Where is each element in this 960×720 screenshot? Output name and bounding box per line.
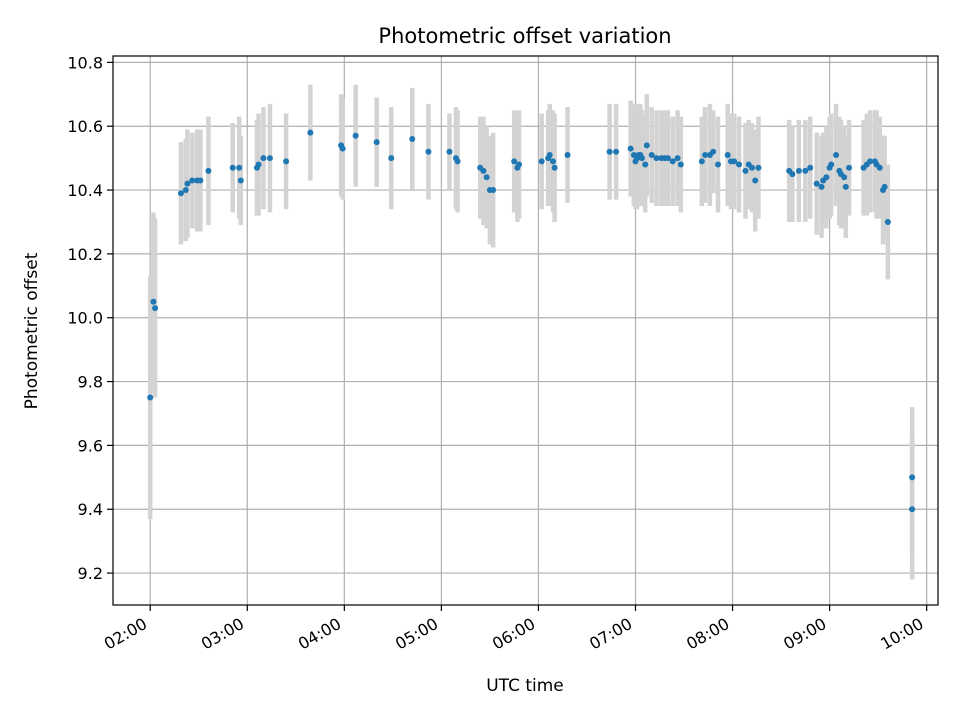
data-point xyxy=(446,148,453,155)
data-point xyxy=(802,167,809,174)
data-point xyxy=(664,155,671,162)
data-point xyxy=(846,164,853,171)
data-point xyxy=(425,148,432,155)
data-point xyxy=(490,187,497,194)
data-point xyxy=(653,155,660,162)
data-point xyxy=(876,164,883,171)
data-point xyxy=(731,158,738,165)
data-points xyxy=(147,129,916,513)
data-point xyxy=(884,218,891,225)
data-point xyxy=(182,187,189,194)
data-point xyxy=(828,161,835,168)
data-point xyxy=(236,164,243,171)
data-point xyxy=(237,177,244,184)
data-point xyxy=(702,151,709,158)
data-point xyxy=(818,183,825,190)
data-point xyxy=(813,180,820,187)
data-point xyxy=(627,145,634,152)
data-point xyxy=(307,129,314,136)
chart-title: Photometric offset variation xyxy=(378,24,671,48)
y-tick-label: 10.2 xyxy=(67,245,103,264)
data-point xyxy=(373,139,380,146)
data-point xyxy=(150,298,157,305)
data-point xyxy=(909,506,916,513)
plot-frame xyxy=(112,55,939,606)
y-tick-label: 9.8 xyxy=(78,373,103,392)
x-axis-label: UTC time xyxy=(486,676,564,696)
data-point xyxy=(564,151,571,158)
data-point xyxy=(147,394,154,401)
data-point xyxy=(823,174,830,181)
data-point xyxy=(736,161,743,168)
data-point xyxy=(715,161,721,168)
y-axis: 9.2 9.4 9.6 9.8 10.0 10.2 10.4 10.6 10.8 xyxy=(67,53,113,583)
data-point xyxy=(648,151,655,158)
data-point xyxy=(550,158,556,165)
data-point xyxy=(454,158,461,165)
data-point xyxy=(669,158,676,165)
y-tick-label: 10.0 xyxy=(67,309,103,328)
data-point xyxy=(698,158,705,165)
y-tick-label: 9.4 xyxy=(78,500,103,519)
data-point xyxy=(789,171,796,178)
data-point xyxy=(677,161,684,168)
y-tick-label: 10.8 xyxy=(67,53,103,72)
data-point xyxy=(189,177,196,184)
data-point xyxy=(752,177,759,184)
data-point xyxy=(748,164,755,171)
data-point xyxy=(516,161,523,168)
data-point xyxy=(546,151,553,158)
data-point xyxy=(795,167,802,174)
data-point xyxy=(511,158,518,165)
data-point xyxy=(638,155,645,162)
data-point xyxy=(283,158,290,165)
data-point xyxy=(606,148,613,155)
y-tick-label: 10.4 xyxy=(67,181,103,200)
data-point xyxy=(909,474,916,481)
y-tick-label: 9.2 xyxy=(78,564,103,583)
data-point xyxy=(483,174,490,181)
y-tick-label: 10.6 xyxy=(67,117,103,136)
data-point xyxy=(674,155,681,162)
data-point xyxy=(352,132,359,139)
data-point xyxy=(710,148,717,155)
data-point xyxy=(742,167,749,174)
data-point xyxy=(229,164,236,171)
data-point xyxy=(613,148,620,155)
data-point xyxy=(755,164,762,171)
data-point xyxy=(260,155,267,162)
data-point xyxy=(807,164,814,171)
data-point xyxy=(842,183,849,190)
data-point xyxy=(643,142,650,149)
data-point xyxy=(538,158,545,165)
data-point xyxy=(841,174,848,181)
data-point xyxy=(184,180,191,187)
y-axis-label: Photometric offset xyxy=(22,252,42,409)
data-point xyxy=(833,151,840,158)
data-point xyxy=(266,155,273,162)
data-point xyxy=(409,135,416,142)
data-point xyxy=(177,190,184,197)
y-tick-label: 9.6 xyxy=(78,436,103,455)
data-point xyxy=(197,177,204,184)
data-point xyxy=(205,167,212,174)
data-point xyxy=(642,161,649,168)
data-point xyxy=(339,145,346,152)
data-point xyxy=(724,151,731,158)
data-point xyxy=(881,183,888,190)
data-point xyxy=(255,161,262,168)
data-point xyxy=(480,167,487,174)
data-point xyxy=(152,305,159,312)
data-point xyxy=(388,155,395,162)
data-point xyxy=(867,158,874,165)
data-point xyxy=(551,164,558,171)
